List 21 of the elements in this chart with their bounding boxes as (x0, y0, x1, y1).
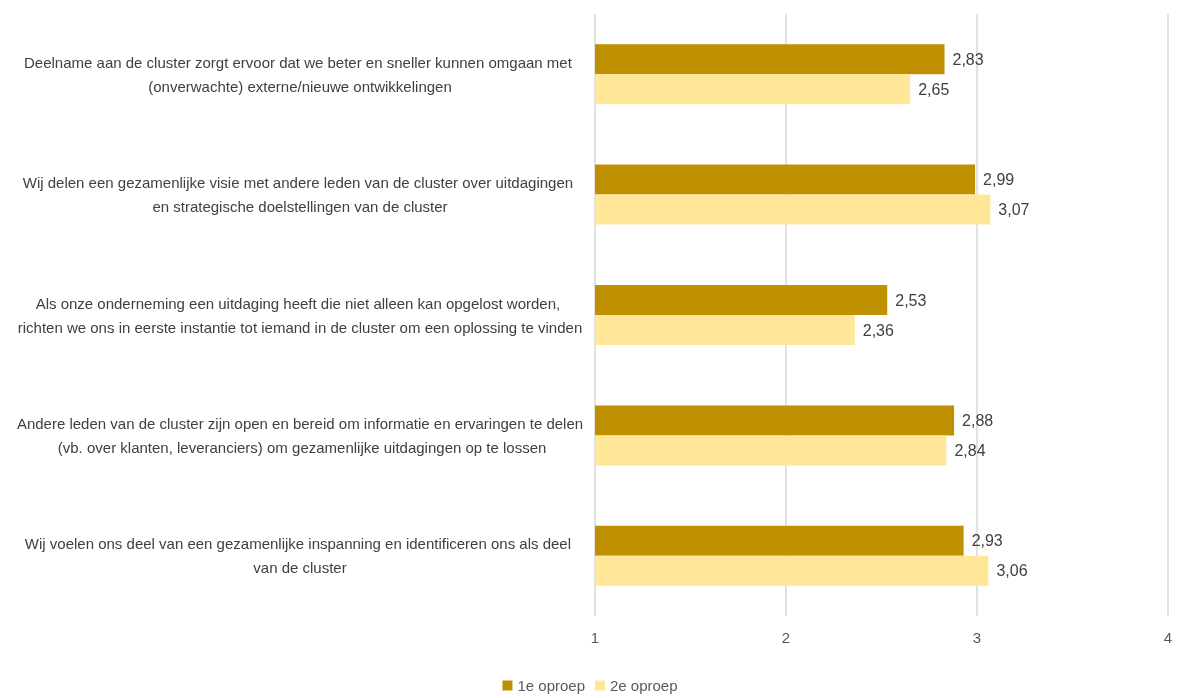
x-tick-label: 2 (781, 629, 791, 646)
x-tick-label: 4 (1163, 629, 1173, 646)
y-tick-label: Deelname aan de cluster zorgt ervoor dat we beter en sneller kunnen omgaan met (onverwachte) externe/nieuwe ontwikkelingen (24, 53, 576, 95)
data-label: 2,99 (983, 171, 1015, 189)
data-label: 2,83 (952, 50, 984, 68)
y-tick-label: Andere leden van de cluster zijn open en bereid om informatie en ervaringen te delen (vb. over klanten, leveranciers) om gezamenlijke uitdagingen op te lossen (16, 414, 584, 456)
data-label: 2,36 (862, 321, 894, 339)
data-label: 3,07 (998, 201, 1030, 219)
x-tick-label: 3 (972, 629, 982, 646)
y-tick-label: Als onze onderneming een uitdaging heeft die niet alleen kan opgelost worden, richten we ons in eerste instantie tot iemand in de cluster om een oplossing te vinden (17, 294, 583, 336)
data-label: 3,06 (996, 562, 1028, 580)
data-label: 2,88 (962, 411, 994, 429)
data-label: 2,93 (971, 532, 1003, 550)
legend-label: 1e oproep (517, 677, 585, 694)
y-tick-label: Wij delen een gezamenlijke visie met andere leden van de cluster over uitdagingen en strategische doelstellingen van de cluster (22, 174, 578, 216)
legend-label: 2e oproep (610, 677, 678, 694)
data-label: 2,53 (895, 291, 927, 309)
data-label: 2,65 (918, 80, 950, 98)
data-label: 2,84 (954, 441, 986, 459)
x-tick-label: 1 (590, 629, 600, 646)
y-tick-label: Wij voelen ons deel van een gezamenlijke inspanning en identificeren ons als deel van de cluster (24, 535, 576, 577)
